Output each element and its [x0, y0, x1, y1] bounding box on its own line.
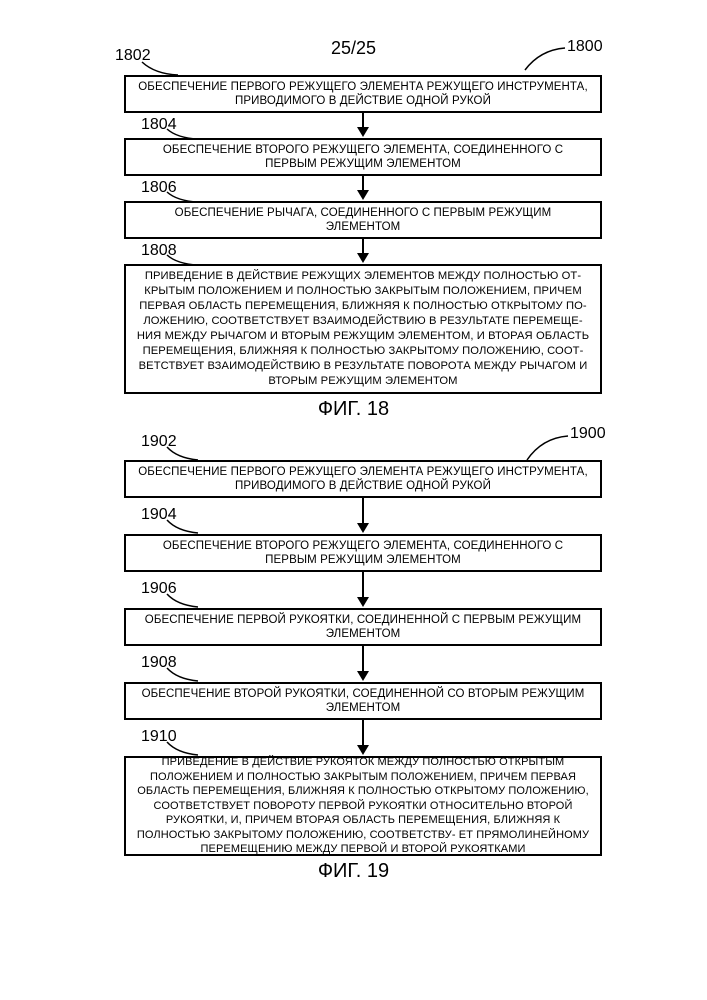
arrow-8: [362, 720, 364, 747]
arrowhead-2: [357, 190, 369, 200]
caption-fig18: ФИГ. 18: [0, 398, 707, 421]
leader-1908: [165, 666, 200, 683]
arrowhead-3: [357, 253, 369, 263]
leader-1800: [520, 45, 570, 75]
flow-text-1806: ОБЕСПЕЧЕНИЕ РЫЧАГА, СОЕДИНЕННОГО С ПЕРВЫ…: [136, 206, 590, 235]
flow-box-1908: ОБЕСПЕЧЕНИЕ ВТОРОЙ РУКОЯТКИ, СОЕДИНЕННОЙ…: [124, 682, 602, 720]
flow-box-1904: ОБЕСПЕЧЕНИЕ ВТОРОГО РЕЖУЩЕГО ЭЛЕМЕНТА, С…: [124, 534, 602, 572]
arrow-7: [362, 646, 364, 673]
arrowhead-1: [357, 127, 369, 137]
leader-1900: [522, 433, 572, 463]
leader-1904: [165, 518, 200, 535]
page: 25/25 1800 1802 ОБЕСПЕЧЕНИЕ ПЕРВОГО РЕЖУ…: [0, 0, 707, 1000]
ref-1900: 1900: [570, 425, 606, 443]
arrowhead-5: [357, 523, 369, 533]
flow-box-1806: ОБЕСПЕЧЕНИЕ РЫЧАГА, СОЕДИНЕННОГО С ПЕРВЫ…: [124, 201, 602, 239]
ref-1800: 1800: [567, 38, 603, 56]
flow-box-1804: ОБЕСПЕЧЕНИЕ ВТОРОГО РЕЖУЩЕГО ЭЛЕМЕНТА, С…: [124, 138, 602, 176]
flow-text-1910: ПРИВЕДЕНИЕ В ДЕЙСТВИЕ РУКОЯТОК МЕЖДУ ПОЛ…: [136, 755, 590, 857]
flow-text-1802: ОБЕСПЕЧЕНИЕ ПЕРВОГО РЕЖУЩЕГО ЭЛЕМЕНТА РЕ…: [136, 80, 590, 109]
flow-box-1808: ПРИВЕДЕНИЕ В ДЕЙСТВИЕ РЕЖУЩИХ ЭЛЕМЕНТОВ …: [124, 264, 602, 394]
flow-box-1906: ОБЕСПЕЧЕНИЕ ПЕРВОЙ РУКОЯТКИ, СОЕДИНЕННОЙ…: [124, 608, 602, 646]
flow-text-1906: ОБЕСПЕЧЕНИЕ ПЕРВОЙ РУКОЯТКИ, СОЕДИНЕННОЙ…: [136, 613, 590, 642]
flow-text-1908: ОБЕСПЕЧЕНИЕ ВТОРОЙ РУКОЯТКИ, СОЕДИНЕННОЙ…: [136, 687, 590, 716]
flow-box-1910: ПРИВЕДЕНИЕ В ДЕЙСТВИЕ РУКОЯТОК МЕЖДУ ПОЛ…: [124, 756, 602, 856]
arrow-6: [362, 572, 364, 599]
flow-text-1808: ПРИВЕДЕНИЕ В ДЕЙСТВИЕ РЕЖУЩИХ ЭЛЕМЕНТОВ …: [136, 269, 590, 390]
flow-box-1802: ОБЕСПЕЧЕНИЕ ПЕРВОГО РЕЖУЩЕГО ЭЛЕМЕНТА РЕ…: [124, 75, 602, 113]
flow-text-1904: ОБЕСПЕЧЕНИЕ ВТОРОГО РЕЖУЩЕГО ЭЛЕМЕНТА, С…: [136, 539, 590, 568]
leader-1906: [165, 592, 200, 609]
flow-text-1902: ОБЕСПЕЧЕНИЕ ПЕРВОГО РЕЖУЩЕГО ЭЛЕМЕНТА РЕ…: [136, 465, 590, 494]
arrowhead-8: [357, 745, 369, 755]
caption-fig19: ФИГ. 19: [0, 860, 707, 883]
arrow-5: [362, 498, 364, 525]
flow-box-1902: ОБЕСПЕЧЕНИЕ ПЕРВОГО РЕЖУЩЕГО ЭЛЕМЕНТА РЕ…: [124, 460, 602, 498]
flow-text-1804: ОБЕСПЕЧЕНИЕ ВТОРОГО РЕЖУЩЕГО ЭЛЕМЕНТА, С…: [136, 143, 590, 172]
arrowhead-6: [357, 597, 369, 607]
arrowhead-7: [357, 671, 369, 681]
